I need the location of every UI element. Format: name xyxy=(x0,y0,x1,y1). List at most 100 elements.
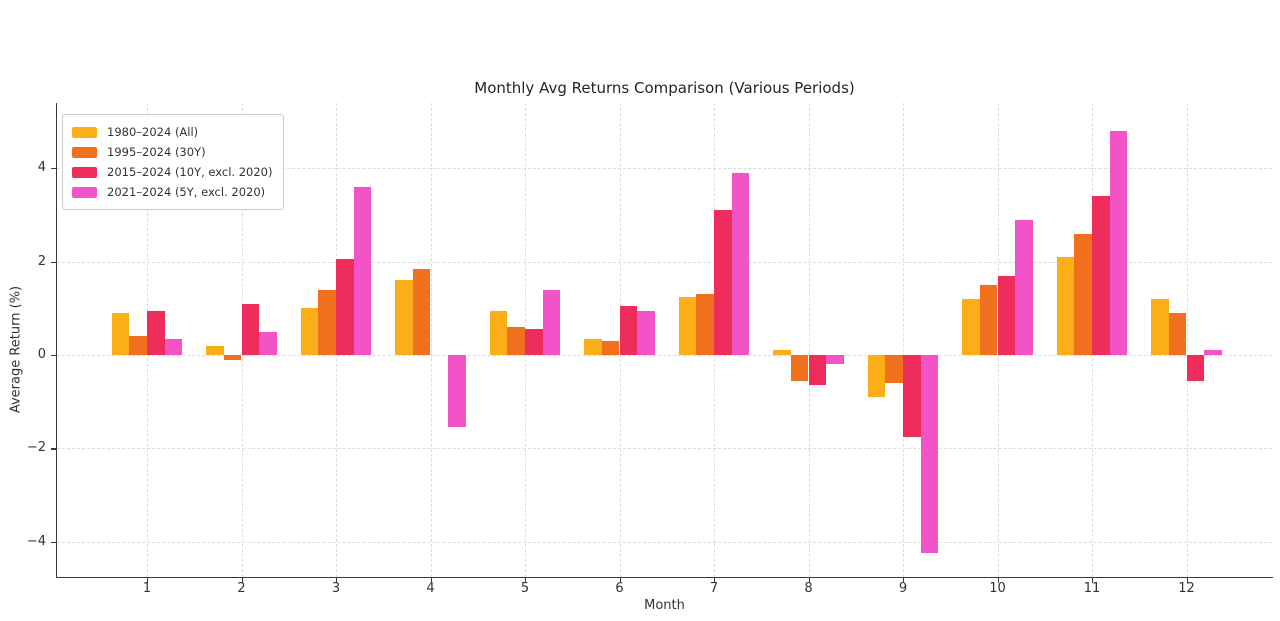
x-tick-mark xyxy=(997,578,999,583)
y-tick-label: 4 xyxy=(37,160,46,176)
bar-month-8-series-3 xyxy=(808,355,827,386)
y-tick-mark xyxy=(51,355,56,357)
x-tick-mark xyxy=(619,578,621,583)
bar-month-5-series-1 xyxy=(489,310,508,355)
legend-item: 1980–2024 (All) xyxy=(72,122,272,142)
bar-month-7-series-4 xyxy=(731,172,750,355)
bar-month-2-series-4 xyxy=(259,331,277,355)
chart-title: Monthly Avg Returns Comparison (Various … xyxy=(474,79,855,97)
x-tick-label: 5 xyxy=(520,581,530,596)
x-tick-mark xyxy=(808,578,810,583)
bar-month-11-series-2 xyxy=(1074,233,1092,355)
bar-month-2-series-3 xyxy=(241,303,260,355)
x-tick-label: 6 xyxy=(615,581,624,596)
h-gridline xyxy=(57,261,1272,263)
x-tick-mark xyxy=(525,578,527,583)
x-tick-label: 2 xyxy=(237,581,246,596)
x-tick-mark xyxy=(714,578,716,583)
legend-label: 1995–2024 (30Y) xyxy=(107,145,206,159)
legend-item: 2015–2024 (10Y, excl. 2020) xyxy=(72,162,272,182)
bar-month-8-series-2 xyxy=(790,355,809,381)
legend: 1980–2024 (All) 1995–2024 (30Y) 2015–202… xyxy=(62,114,285,210)
legend-item: 2021–2024 (5Y, excl. 2020) xyxy=(72,182,272,202)
bar-month-8-series-4 xyxy=(826,355,844,365)
bar-month-7-series-2 xyxy=(696,294,714,355)
bar-month-10-series-3 xyxy=(997,275,1016,355)
legend-swatch-series-1 xyxy=(72,126,97,138)
bar-month-11-series-1 xyxy=(1056,256,1075,355)
bar-month-12-series-3 xyxy=(1186,355,1205,381)
bar-month-12-series-4 xyxy=(1204,350,1222,355)
legend-swatch-series-3 xyxy=(72,166,97,178)
v-gridline xyxy=(430,103,432,577)
y-axis-spine xyxy=(56,103,58,577)
y-tick-mark xyxy=(51,448,56,450)
plot-area xyxy=(57,103,1272,577)
x-tick-label: 7 xyxy=(709,581,719,596)
bar-month-9-series-4 xyxy=(920,355,939,554)
bar-month-10-series-2 xyxy=(979,284,998,355)
bar-month-1-series-4 xyxy=(164,338,183,355)
v-gridline xyxy=(1186,103,1188,577)
bar-month-3-series-3 xyxy=(336,259,354,355)
h-gridline xyxy=(57,448,1272,450)
bar-month-6-series-4 xyxy=(637,310,655,355)
x-tick-mark xyxy=(147,578,149,583)
bar-month-3-series-2 xyxy=(318,289,336,355)
x-tick-mark xyxy=(241,578,243,583)
y-tick-label: 0 xyxy=(37,347,46,362)
x-tick-label: 1 xyxy=(142,581,152,596)
bar-month-2-series-1 xyxy=(206,345,224,355)
y-tick-label: −4 xyxy=(26,533,46,549)
bar-month-7-series-3 xyxy=(714,210,732,355)
bar-month-7-series-1 xyxy=(678,296,697,355)
x-tick-label: 8 xyxy=(804,581,813,596)
x-tick-label: 10 xyxy=(989,581,1006,596)
x-tick-mark xyxy=(903,578,905,583)
bar-month-2-series-2 xyxy=(223,355,242,360)
bar-month-6-series-2 xyxy=(601,340,620,355)
legend-item: 1995–2024 (30Y) xyxy=(72,142,272,162)
h-gridline xyxy=(57,168,1272,170)
bar-month-4-series-4 xyxy=(448,355,466,428)
bar-month-4-series-2 xyxy=(412,268,431,355)
bar-month-8-series-1 xyxy=(773,350,791,355)
v-gridline xyxy=(903,103,904,577)
x-tick-label: 9 xyxy=(898,581,908,596)
y-tick-label: −2 xyxy=(26,440,46,456)
x-tick-mark xyxy=(430,578,432,583)
bar-month-4-series-1 xyxy=(395,280,413,355)
bar-month-9-series-3 xyxy=(903,355,921,437)
y-tick-label: 2 xyxy=(37,253,46,269)
bar-month-12-series-2 xyxy=(1168,312,1187,355)
bar-month-1-series-2 xyxy=(129,336,147,355)
legend-label: 1980–2024 (All) xyxy=(107,125,199,139)
x-tick-mark xyxy=(336,578,338,583)
bar-month-11-series-4 xyxy=(1109,130,1128,355)
bar-month-3-series-1 xyxy=(300,308,319,355)
legend-swatch-series-4 xyxy=(72,186,97,198)
bar-month-1-series-1 xyxy=(111,312,130,355)
bar-month-10-series-1 xyxy=(962,298,980,355)
legend-label: 2021–2024 (5Y, excl. 2020) xyxy=(107,185,266,199)
bar-month-1-series-3 xyxy=(147,310,165,355)
x-tick-mark xyxy=(1186,578,1188,583)
y-tick-mark xyxy=(51,168,56,170)
y-tick-mark xyxy=(51,261,56,263)
v-gridline xyxy=(808,103,810,577)
h-gridline xyxy=(57,355,1272,356)
legend-swatch-series-2 xyxy=(72,146,97,158)
bar-month-9-series-1 xyxy=(867,355,886,398)
h-gridline xyxy=(57,541,1272,543)
x-tick-label: 12 xyxy=(1178,581,1195,596)
bar-month-12-series-1 xyxy=(1151,298,1169,355)
bar-month-10-series-4 xyxy=(1015,219,1033,355)
bar-month-5-series-4 xyxy=(542,289,561,355)
bar-month-3-series-4 xyxy=(353,186,372,355)
bar-month-11-series-3 xyxy=(1092,196,1110,355)
bar-month-5-series-2 xyxy=(507,326,525,355)
bar-month-9-series-2 xyxy=(885,355,903,384)
y-tick-mark xyxy=(51,541,56,544)
x-tick-mark xyxy=(1092,578,1094,583)
